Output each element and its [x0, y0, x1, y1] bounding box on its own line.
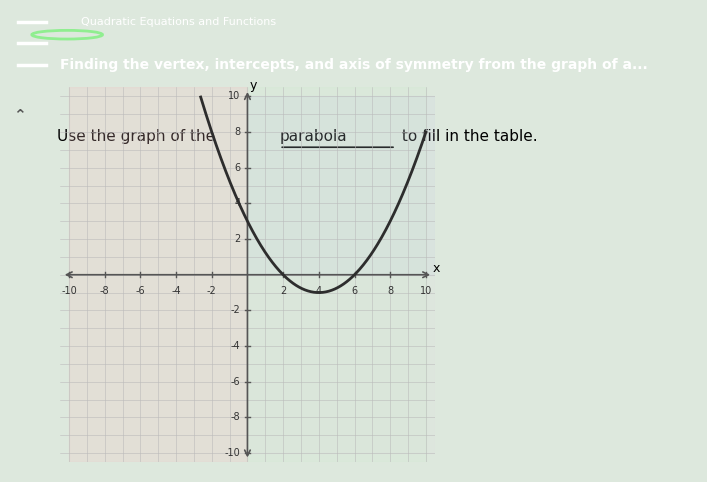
Text: parabola: parabola — [279, 129, 347, 144]
Text: to fill in the table.: to fill in the table. — [397, 129, 538, 144]
Text: ⌃: ⌃ — [13, 107, 26, 122]
Text: Finding the vertex, intercepts, and axis of symmetry from the graph of a...: Finding the vertex, intercepts, and axis… — [60, 58, 648, 72]
Text: y: y — [250, 79, 257, 92]
Text: x: x — [433, 262, 440, 275]
Text: 2: 2 — [234, 234, 240, 244]
Text: -6: -6 — [230, 377, 240, 387]
Text: 10: 10 — [420, 286, 432, 296]
Text: -2: -2 — [207, 286, 216, 296]
Text: -10: -10 — [61, 286, 77, 296]
Text: 4: 4 — [234, 199, 240, 208]
Bar — [247, 96, 435, 275]
Text: 8: 8 — [234, 127, 240, 137]
Bar — [247, 87, 426, 462]
Text: Quadratic Equations and Functions: Quadratic Equations and Functions — [81, 17, 276, 27]
Text: Use the graph of the: Use the graph of the — [57, 129, 220, 144]
Text: -4: -4 — [171, 286, 181, 296]
Bar — [247, 275, 435, 453]
Text: -8: -8 — [230, 413, 240, 423]
Text: -8: -8 — [100, 286, 110, 296]
Text: 6: 6 — [234, 163, 240, 173]
Text: -10: -10 — [225, 448, 240, 458]
Text: 8: 8 — [387, 286, 393, 296]
Text: 2: 2 — [280, 286, 286, 296]
Text: -2: -2 — [230, 306, 240, 315]
Text: -4: -4 — [230, 341, 240, 351]
Bar — [69, 87, 247, 462]
Text: -6: -6 — [136, 286, 145, 296]
Text: 10: 10 — [228, 91, 240, 101]
Text: 4: 4 — [316, 286, 322, 296]
Text: 6: 6 — [351, 286, 358, 296]
